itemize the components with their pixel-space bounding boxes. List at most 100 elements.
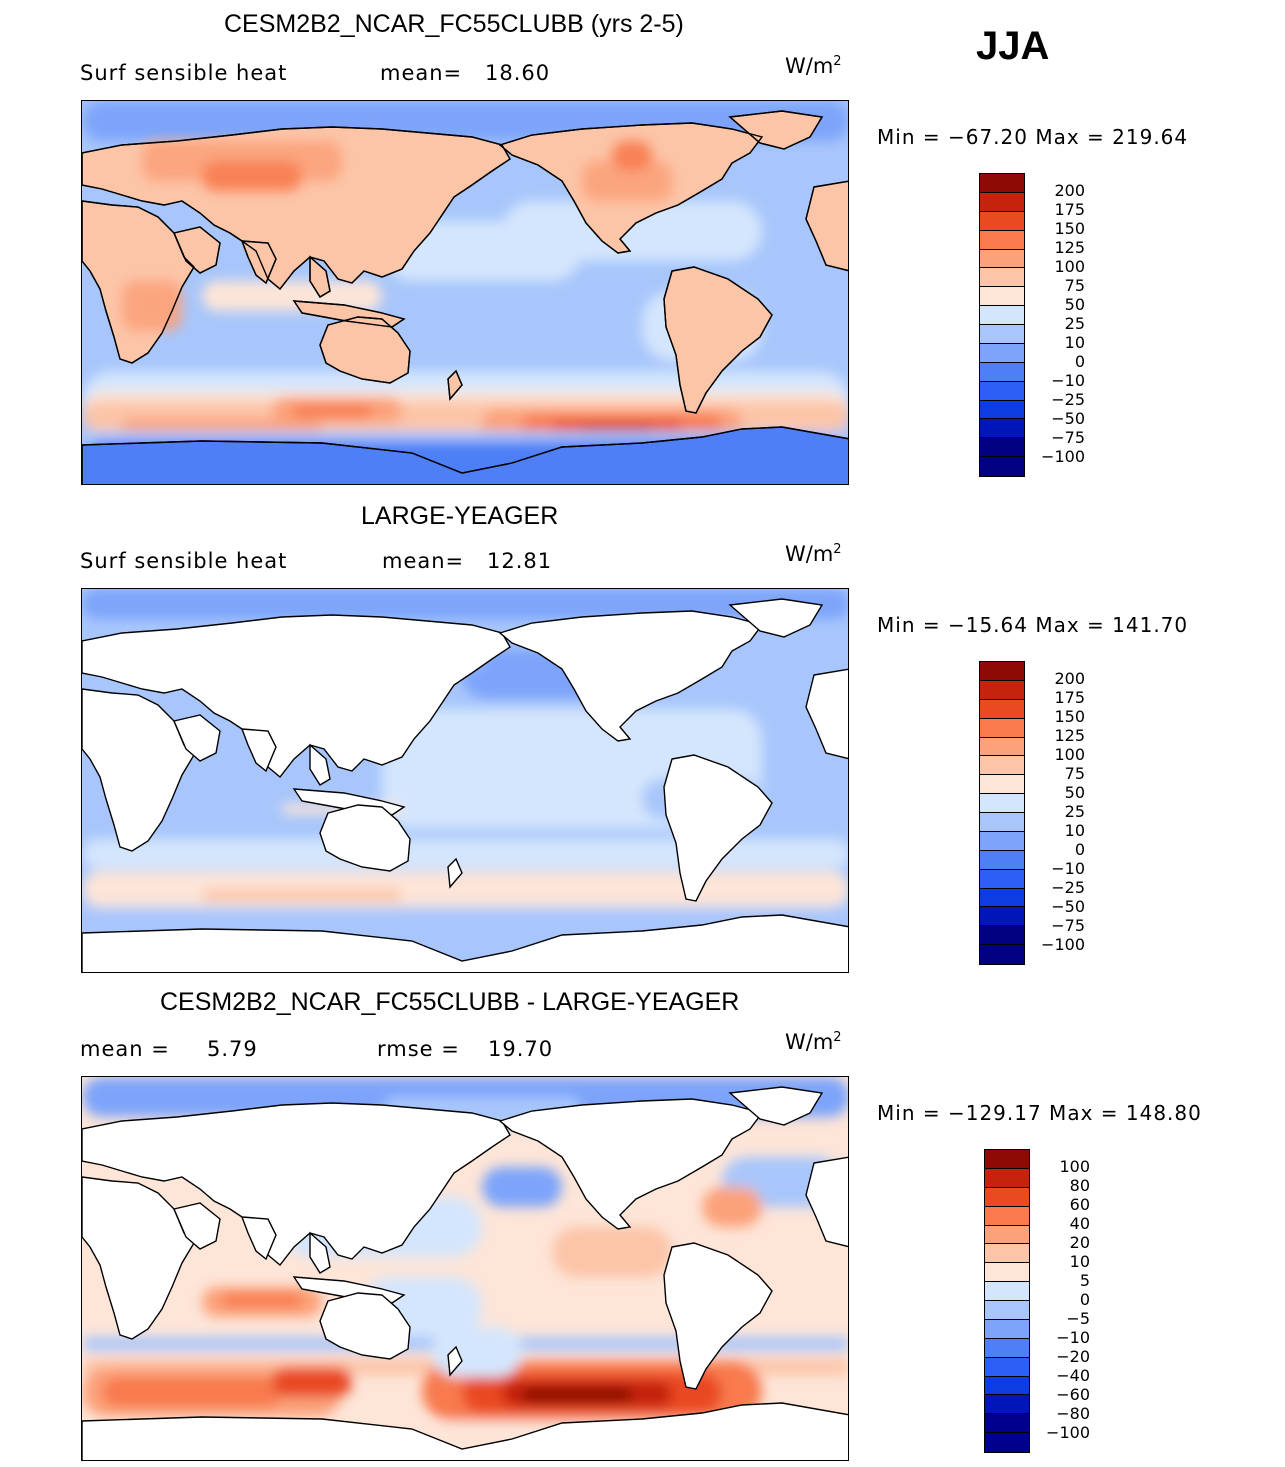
colorbar-tick-label: 75 <box>1064 276 1085 295</box>
contour-band <box>522 1387 632 1403</box>
colorbar-swatch <box>985 1150 1029 1169</box>
colorbar-tick-label: 100 <box>1054 257 1085 276</box>
colorbar-tick-label: 10 <box>1069 1252 1090 1271</box>
colorbar-swatch <box>980 945 1024 964</box>
colorbar-swatch <box>980 419 1024 439</box>
panel2-mean-value: 12.81 <box>487 549 553 573</box>
colorbar-swatch <box>985 1301 1029 1320</box>
colorbar-tick-label: −50 <box>1051 897 1085 916</box>
landmass-nz <box>447 857 463 889</box>
land-contour <box>202 161 302 191</box>
contour-band <box>222 1293 302 1307</box>
colorbar-tick-label: 50 <box>1064 295 1085 314</box>
landmass-australia <box>319 1292 411 1360</box>
landmass-nz <box>447 1345 463 1377</box>
colorbar-tick-label: 125 <box>1054 238 1085 257</box>
colorbar-swatch <box>980 249 1024 269</box>
land-contour <box>612 141 652 171</box>
colorbar-tick-label: 125 <box>1054 726 1085 745</box>
colorbar-swatch <box>985 1225 1029 1245</box>
colorbar-swatch <box>980 400 1024 420</box>
colorbar-swatch <box>980 794 1024 813</box>
coastline-northamerica <box>498 122 764 254</box>
colorbar-tick-label: 0 <box>1074 840 1085 859</box>
colorbar-swatch <box>980 831 1024 851</box>
colorbar-tick-label: 20 <box>1069 1233 1090 1252</box>
colorbar-tick-label: −20 <box>1056 1347 1090 1366</box>
landmass-seasia <box>309 743 331 786</box>
colorbar-tick-label: 40 <box>1069 1214 1090 1233</box>
colorbar-tick-label: −10 <box>1051 859 1085 878</box>
colorbar-tick-label: 200 <box>1054 669 1085 688</box>
contour-band <box>502 201 762 261</box>
panel2-min-max: Min = −15.64 Max = 141.70 <box>877 613 1189 637</box>
contour-band <box>552 1227 672 1277</box>
contour-band <box>82 909 848 921</box>
contour-band <box>702 1187 762 1227</box>
colorbar-swatch <box>980 775 1024 795</box>
colorbar-tick-label: −100 <box>1041 935 1085 954</box>
colorbar-swatch <box>985 1414 1029 1434</box>
colorbar-swatch <box>985 1338 1029 1358</box>
colorbar-tick-label: 50 <box>1064 783 1085 802</box>
colorbar-tick-label: 60 <box>1069 1195 1090 1214</box>
panel3-mean-value: 5.79 <box>207 1037 258 1061</box>
panel3-rmse-label: rmse = <box>377 1037 460 1061</box>
colorbar-tick-label: 10 <box>1064 821 1085 840</box>
map-svg <box>82 1077 848 1460</box>
colorbar-swatch <box>980 325 1024 344</box>
coastline-africa <box>82 200 195 364</box>
land-contour <box>582 161 672 201</box>
colorbar-swatch <box>980 230 1024 250</box>
landmass-northamerica <box>498 610 764 742</box>
panel3-units: W/m2 <box>785 1030 842 1054</box>
colorbar-swatch <box>980 362 1024 382</box>
landmass-southamerica <box>663 754 773 902</box>
contour-band <box>82 839 848 869</box>
season-label: JJA <box>976 24 1050 68</box>
landmass-eurasia <box>82 614 511 779</box>
landmass-india <box>240 1216 277 1261</box>
panel2-map <box>81 588 849 973</box>
contour-band <box>82 589 848 619</box>
colorbar-tick-label: −60 <box>1056 1385 1090 1404</box>
colorbar-tick-label: −80 <box>1056 1404 1090 1423</box>
coastline-seasia <box>309 255 331 298</box>
colorbar-tick-label: 175 <box>1054 688 1085 707</box>
panel3-title: CESM2B2_NCAR_FC55CLUBB - LARGE-YEAGER <box>160 988 740 1016</box>
panel3-colorbar <box>984 1149 1030 1453</box>
landmass-antarctica <box>82 1402 848 1460</box>
colorbar-tick-label: 5 <box>1079 1271 1090 1290</box>
colorbar-swatch <box>980 869 1024 889</box>
panel2-colorbar <box>979 661 1025 965</box>
land-contour <box>122 281 182 331</box>
coastline-greenland <box>728 110 824 150</box>
panel1-colorbar-labels: 200 175 150 125 100 75 50 25 10 0 −10 −25 −50 −75 −100 <box>1030 183 1085 483</box>
colorbar-tick-label: 175 <box>1054 200 1085 219</box>
colorbar-tick-label: −100 <box>1046 1423 1090 1442</box>
colorbar-swatch <box>985 1282 1029 1301</box>
contour-band <box>202 281 382 311</box>
colorbar-swatch <box>980 813 1024 832</box>
panel3-map <box>81 1076 849 1461</box>
colorbar-swatch <box>980 699 1024 719</box>
landmass-australia <box>319 804 411 872</box>
contour-band <box>502 739 662 799</box>
landmass-eurasia <box>82 1102 511 1267</box>
panel1-mean-value: 18.60 <box>485 61 551 85</box>
colorbar-tick-label: −40 <box>1056 1366 1090 1385</box>
landmass-seasia <box>309 1231 331 1274</box>
landmass-europe-west <box>805 1156 848 1248</box>
panel1-min-max: Min = −67.20 Max = 219.64 <box>877 125 1189 149</box>
colorbar-swatch <box>985 1376 1029 1396</box>
colorbar-swatch <box>985 1168 1029 1188</box>
landmass-greenland <box>728 1086 824 1126</box>
colorbar-swatch <box>980 438 1024 458</box>
colorbar-tick-label: −75 <box>1051 916 1085 935</box>
panel1-map <box>81 100 849 485</box>
colorbar-tick-label: −5 <box>1066 1309 1090 1328</box>
panel2-title: LARGE-YEAGER <box>361 502 559 530</box>
contour-band <box>82 871 848 907</box>
panel2-field-label: Surf sensible heat <box>80 549 288 573</box>
panel2-mean-label: mean= <box>382 549 465 573</box>
